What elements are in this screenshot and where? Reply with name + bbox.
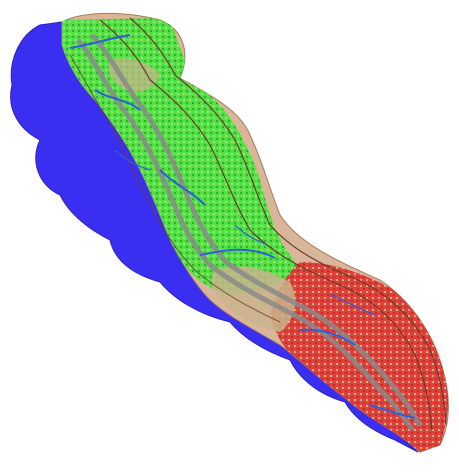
bare-soil-patch bbox=[108, 58, 160, 92]
degraded-land-cover bbox=[270, 262, 449, 452]
zone-boundary bbox=[129, 17, 447, 426]
river-network bbox=[114, 149, 376, 316]
corridor-outline bbox=[76, 33, 423, 432]
river-network bbox=[69, 34, 416, 419]
zone-boundary bbox=[69, 54, 281, 323]
zone-boundary bbox=[99, 19, 433, 431]
vegetation-cover bbox=[62, 18, 300, 295]
